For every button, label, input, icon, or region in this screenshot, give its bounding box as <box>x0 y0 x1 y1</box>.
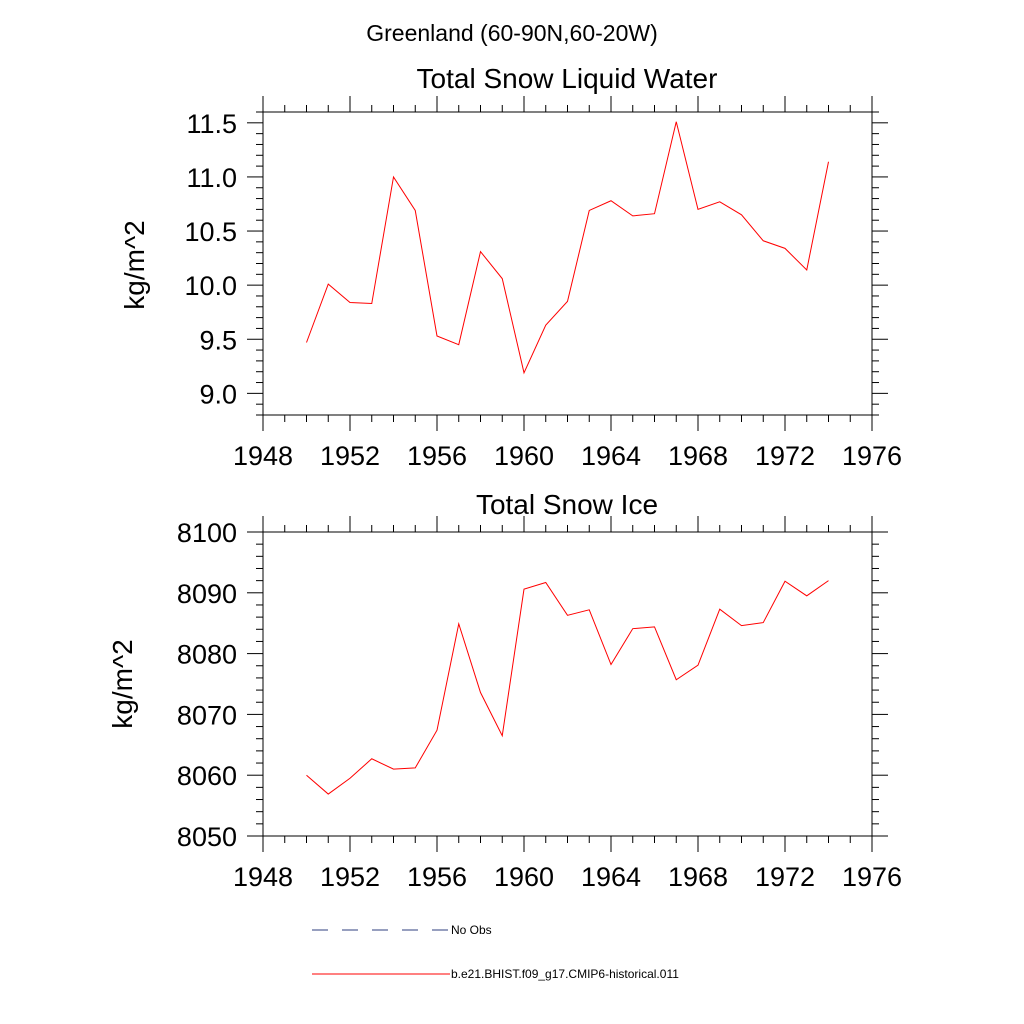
y-axis-title: kg/m^2 <box>119 220 150 309</box>
y-tick-label: 8050 <box>177 822 237 852</box>
y-tick-label: 8070 <box>177 700 237 730</box>
legend-label-model: b.e21.BHIST.f09_g17.CMIP6-historical.011 <box>451 967 679 981</box>
x-tick-label: 1976 <box>842 862 902 892</box>
y-tick-label: 11.5 <box>186 109 237 139</box>
y-tick-label: 10.5 <box>184 217 237 247</box>
x-tick-label: 1948 <box>233 441 293 471</box>
panel-snow-ice: Total Snow Ice kg/m^2 1948 1952 1956 1960 19… <box>107 489 902 892</box>
x-tick-label: 1960 <box>494 862 554 892</box>
x-tick-label: 1952 <box>320 862 380 892</box>
plot-frame <box>262 531 873 837</box>
x-tick-label: 1956 <box>407 441 467 471</box>
panel-title: Total Snow Liquid Water <box>417 63 718 94</box>
x-tick-label: 1952 <box>320 441 380 471</box>
x-tick-label: 1972 <box>755 441 815 471</box>
figure-title: Greenland (60-90N,60-20W) <box>366 20 657 46</box>
x-tick-label: 1972 <box>755 862 815 892</box>
y-axis-title: kg/m^2 <box>107 639 138 728</box>
legend: No Obs b.e21.BHIST.f09_g17.CMIP6-histori… <box>312 923 679 981</box>
x-tick-label: 1968 <box>668 862 728 892</box>
y-tick-label: 8080 <box>177 640 237 670</box>
y-tick-label: 8100 <box>177 518 237 548</box>
chart-marks: 1948 1952 1956 1960 1964 1968 1972 1976 9.0 9.5 10… <box>184 96 902 471</box>
y-tick-label: 9.5 <box>199 325 237 355</box>
y-tick-label: 9.0 <box>199 379 237 409</box>
x-tick-label: 1948 <box>233 862 293 892</box>
y-tick-label: 8090 <box>177 579 237 609</box>
series-line <box>306 121 829 375</box>
y-tick-label: 10.0 <box>184 271 237 301</box>
plot-frame <box>262 111 873 416</box>
y-tick-label: 8060 <box>177 761 237 791</box>
series-line <box>306 580 829 795</box>
x-tick-label: 1976 <box>842 441 902 471</box>
legend-label-no-obs: No Obs <box>451 923 492 937</box>
panel-snow-liquid-water: Total Snow Liquid Water kg/m^2 1948 1952 1… <box>119 63 902 471</box>
x-tick-label: 1968 <box>668 441 728 471</box>
x-tick-label: 1960 <box>494 441 554 471</box>
chart-marks: 1948 1952 1956 1960 1964 1968 1972 1976 8050 8060… <box>177 516 902 892</box>
x-tick-label: 1964 <box>581 441 641 471</box>
x-tick-label: 1956 <box>407 862 467 892</box>
y-tick-label: 11.0 <box>186 163 237 193</box>
panel-title: Total Snow Ice <box>476 489 658 520</box>
x-tick-label: 1964 <box>581 862 641 892</box>
